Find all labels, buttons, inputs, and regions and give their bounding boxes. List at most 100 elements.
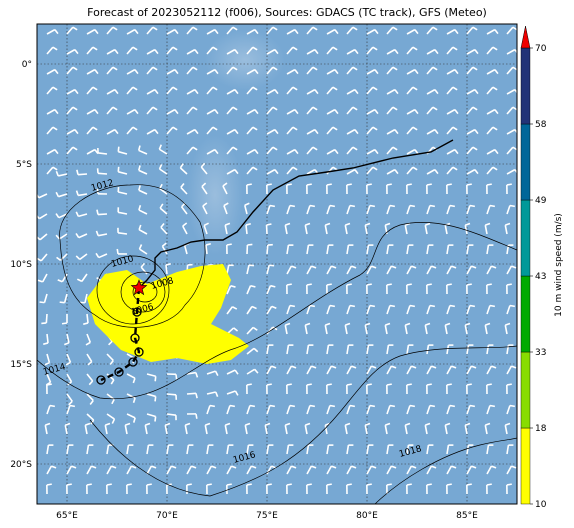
wind-barb [306, 146, 318, 155]
wind-barb [406, 465, 417, 475]
wind-barb [406, 68, 419, 75]
wind-barb [306, 265, 317, 275]
wind-barb [346, 66, 358, 75]
wind-barb [206, 46, 218, 55]
wind-barb [446, 86, 458, 95]
wind-barb [366, 183, 372, 195]
wind-barb [206, 68, 219, 75]
wind-barb [106, 128, 119, 135]
wind-barb [324, 222, 331, 235]
wind-barb [506, 106, 517, 115]
wind-barb [324, 422, 331, 435]
wind-barb [82, 313, 89, 326]
wind-barb [384, 322, 391, 335]
wind-barb [186, 444, 194, 455]
wind-barb [486, 126, 498, 135]
wind-barb [486, 108, 499, 115]
wind-barb [286, 283, 292, 295]
wind-barb [326, 265, 337, 275]
colorbar-segment [520, 275, 531, 353]
wind-barb [506, 66, 517, 75]
wind-barb [137, 145, 148, 155]
wind-barb [286, 365, 297, 375]
wind-barb [386, 304, 395, 315]
wind-barb [284, 422, 291, 435]
wind-barb [106, 88, 119, 95]
wind-barb [386, 465, 397, 475]
wind-barb [126, 46, 138, 55]
wind-barb [386, 283, 392, 295]
wind-barb [386, 383, 392, 395]
wind-barb [180, 182, 188, 195]
wind-barb [446, 483, 452, 495]
wind-barb [326, 46, 338, 55]
wind-barb [126, 28, 139, 35]
wind-barb [166, 108, 179, 115]
wind-barb [346, 444, 354, 455]
wind-barb [306, 283, 312, 295]
wind-barb [146, 373, 157, 382]
wind-barb [446, 265, 457, 275]
wind-barb [326, 28, 339, 35]
wind-barb [226, 66, 238, 75]
wind-barb [426, 244, 434, 255]
wind-barb [324, 322, 331, 335]
wind-barb [286, 483, 292, 495]
wind-barb [206, 86, 218, 95]
wind-barb [346, 344, 354, 355]
wind-barb [486, 244, 494, 255]
wind-barb [106, 353, 114, 365]
wind-barb [66, 393, 73, 406]
wind-barb [506, 183, 512, 195]
wind-barb [404, 222, 411, 235]
wind-barb [466, 265, 477, 275]
longitude-ticks: 65°E 70°E 75°E 80°E 85°E [56, 511, 478, 521]
wind-barb [66, 26, 78, 35]
wind-barb [326, 108, 339, 115]
wind-barb [406, 365, 417, 375]
wind-barb [386, 483, 392, 495]
wind-barb [86, 393, 94, 405]
wind-barb [85, 333, 92, 346]
wind-barb [286, 244, 294, 255]
wind-barb [37, 253, 48, 262]
wind-barb [406, 166, 418, 175]
wind-barb [446, 204, 455, 215]
wind-barb [506, 168, 517, 175]
wind-barb [226, 483, 232, 495]
wind-barb [346, 244, 354, 255]
wind-barb [366, 46, 378, 55]
wind-barb [206, 391, 219, 397]
wind-barb [306, 48, 319, 55]
wind-barb [346, 168, 359, 175]
wind-barb [266, 183, 272, 195]
wind-barb [286, 304, 295, 315]
wind-barb [306, 365, 317, 375]
wind-barb [424, 222, 431, 235]
wind-barb [464, 422, 471, 435]
colorbar-tick-label: 10 [535, 500, 547, 510]
wind-barb [126, 393, 136, 404]
wind-barb [106, 26, 118, 35]
wind-barb [326, 365, 337, 375]
wind-barb [306, 444, 314, 455]
wind-barb [446, 126, 458, 135]
wind-barb [346, 404, 355, 415]
wind-barb [326, 183, 332, 195]
wind-barb [61, 313, 68, 325]
wind-barb [206, 108, 219, 115]
wind-barb [506, 48, 517, 55]
wind-barb [386, 66, 398, 75]
colorbar-segment [520, 199, 531, 277]
wind-barb [446, 304, 455, 315]
wind-barb [406, 126, 418, 135]
wind-barb [444, 322, 451, 335]
wind-barb [126, 444, 134, 455]
wind-barb [346, 88, 359, 95]
wind-barb [366, 465, 377, 475]
wind-barb [66, 66, 78, 75]
wind-barb [326, 86, 338, 95]
wind-barb [446, 68, 459, 75]
wind-barb [286, 444, 294, 455]
wind-barb [86, 373, 94, 386]
